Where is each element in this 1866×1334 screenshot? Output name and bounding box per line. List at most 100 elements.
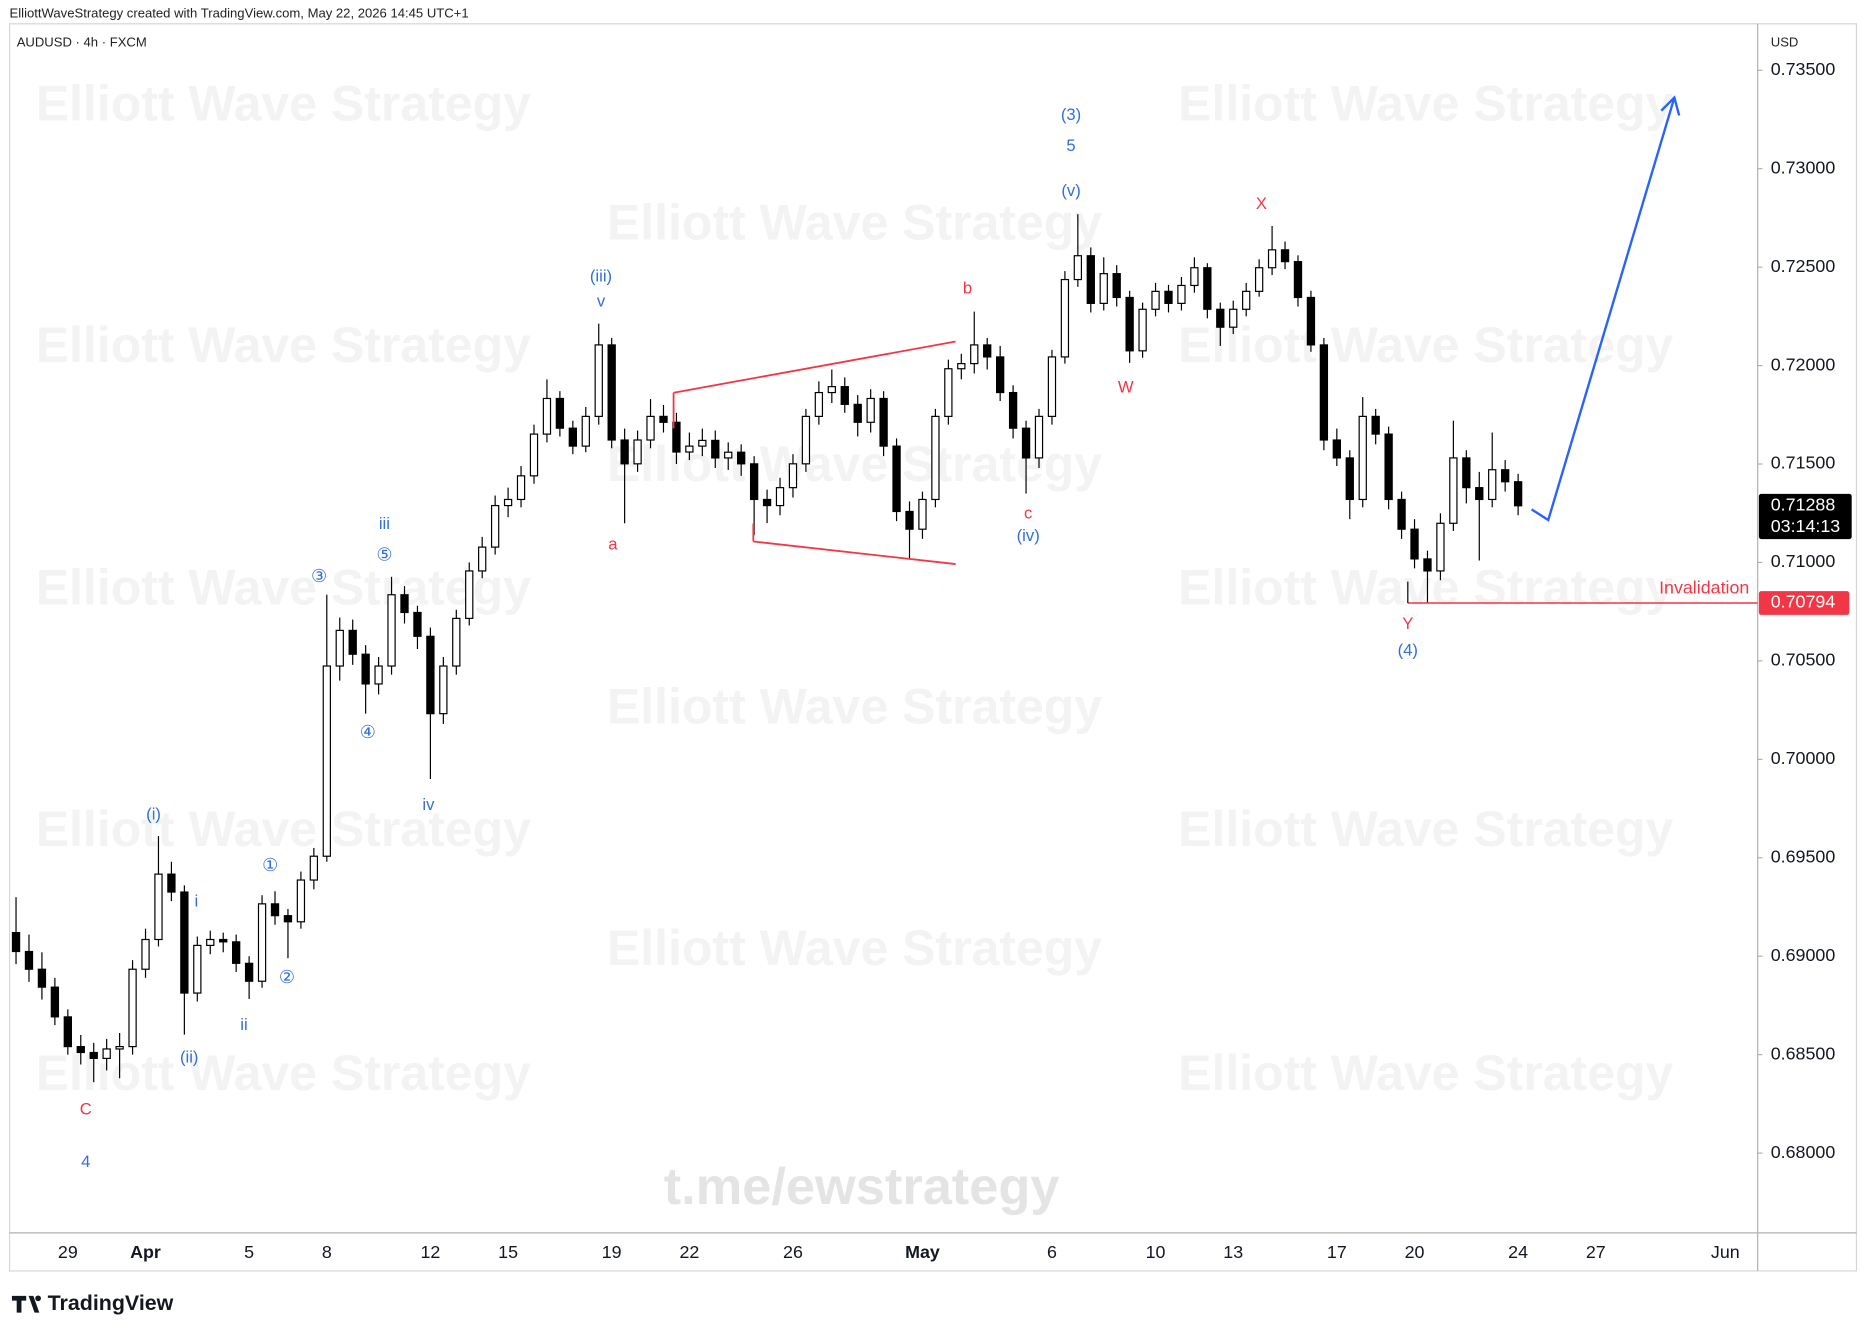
- x-tick-label: 29: [58, 1242, 78, 1262]
- frame: [8, 23, 1858, 1272]
- x-tick-label: 17: [1327, 1242, 1347, 1262]
- y-tick-label: 0.72500: [1771, 256, 1836, 276]
- candle-body: [1358, 415, 1367, 501]
- wave-label: 5: [1066, 136, 1075, 155]
- candle-body: [452, 617, 461, 667]
- candle-body: [659, 415, 668, 423]
- candle-body: [970, 344, 979, 365]
- candle-body: [1475, 487, 1484, 501]
- wave-label: W: [1118, 377, 1134, 396]
- brand-icon-dot: [35, 1295, 41, 1302]
- candle-body: [296, 879, 306, 923]
- wave-label: iii: [379, 514, 390, 533]
- candle-body: [11, 932, 21, 953]
- x-tick-label: Apr: [130, 1242, 161, 1262]
- candle-body: [1125, 296, 1134, 352]
- watermark: Elliott Wave Strategy: [36, 1045, 531, 1101]
- candle-body: [1034, 415, 1044, 459]
- candle-body: [983, 344, 992, 358]
- wave-label: (ii): [180, 1047, 199, 1066]
- candle-body: [1138, 308, 1147, 352]
- candle-body: [167, 873, 176, 893]
- candle-body: [1216, 308, 1225, 328]
- triangle-line: [673, 340, 956, 394]
- x-tick-label: 26: [783, 1242, 803, 1262]
- wave-label: ii: [240, 1015, 247, 1034]
- y-tick-label: 0.70000: [1771, 748, 1836, 768]
- candle-body: [1462, 457, 1471, 489]
- candle-body: [853, 403, 862, 423]
- x-tick-label: 6: [1047, 1242, 1057, 1262]
- watermark: Elliott Wave Strategy: [607, 679, 1102, 735]
- candle-body: [1423, 558, 1432, 572]
- y-tick-label: 0.69500: [1771, 847, 1836, 867]
- candle-body: [995, 356, 1005, 394]
- candle-body: [478, 546, 487, 572]
- candle-body: [568, 427, 578, 447]
- y-tick-label: 0.73000: [1771, 157, 1836, 177]
- candle-body: [348, 629, 357, 655]
- watermark: Elliott Wave Strategy: [1178, 801, 1673, 857]
- wave-label: (4): [1398, 640, 1418, 659]
- wave-label: i: [195, 891, 199, 910]
- candle-body: [102, 1048, 111, 1060]
- y-tick-label: 0.68500: [1771, 1043, 1836, 1063]
- candle-body: [801, 415, 811, 465]
- wave-label: Y: [1402, 614, 1413, 633]
- candle-body: [957, 363, 966, 370]
- watermark: Elliott Wave Strategy: [607, 920, 1102, 976]
- candle-body: [542, 397, 552, 435]
- watermark: Elliott Wave Strategy: [36, 801, 531, 857]
- brand-logo: TradingView: [11, 1291, 174, 1315]
- header: ElliottWaveStrategy created with Trading…: [10, 6, 469, 21]
- candle-body: [1293, 261, 1303, 299]
- candle-body: [1099, 273, 1108, 304]
- candle-body: [620, 439, 629, 465]
- wave-label: ①: [262, 855, 278, 875]
- candle-body: [1164, 290, 1173, 304]
- wave-label: (i): [146, 805, 161, 824]
- candle-body: [37, 968, 47, 988]
- candle-body: [1151, 290, 1160, 310]
- candle-body: [1436, 522, 1445, 572]
- projection-arrow: [1530, 97, 1676, 522]
- candle-body: [270, 903, 280, 917]
- wave-label: iv: [422, 795, 435, 814]
- x-tick-label: 27: [1586, 1242, 1606, 1262]
- wave-label: (iv): [1017, 526, 1040, 545]
- candle-body: [1086, 255, 1095, 304]
- watermark: Elliott Wave Strategy: [1178, 75, 1673, 131]
- y-tick-label: 0.71500: [1771, 453, 1836, 473]
- candle-body: [724, 451, 733, 459]
- candle-body: [1449, 457, 1458, 524]
- candle-body: [827, 386, 836, 394]
- wave-label: a: [608, 534, 618, 553]
- watermark: Elliott Wave Strategy: [607, 194, 1102, 250]
- candle-body: [231, 941, 241, 964]
- candle-body: [1073, 255, 1083, 281]
- wave-label: ③: [311, 566, 327, 586]
- candle-body: [1190, 267, 1199, 287]
- candle-body: [905, 510, 914, 530]
- candle-body: [1177, 284, 1186, 304]
- candle-body: [503, 498, 513, 507]
- candle-body: [749, 463, 759, 501]
- watermarks: Elliott Wave Strategy Elliott Wave Strate…: [36, 75, 1674, 1101]
- candle-body: [1371, 415, 1380, 435]
- invalidation-price-box: [1758, 591, 1850, 615]
- candle-body: [879, 397, 888, 447]
- candle-body: [193, 944, 202, 994]
- link-watermark: t.me/ewstrategy: [664, 1158, 1060, 1216]
- candle-body: [788, 463, 798, 489]
- candle-body: [1242, 290, 1251, 310]
- candle-body: [516, 475, 526, 501]
- x-tick-label: 22: [679, 1242, 699, 1262]
- wave-label: (iii): [590, 267, 612, 286]
- candle-body: [892, 445, 901, 513]
- x-tick-label: 5: [244, 1242, 254, 1262]
- candle-body: [1410, 528, 1419, 560]
- currency: USD: [1771, 34, 1799, 49]
- candle-body: [1229, 308, 1238, 328]
- candle-body: [529, 433, 539, 477]
